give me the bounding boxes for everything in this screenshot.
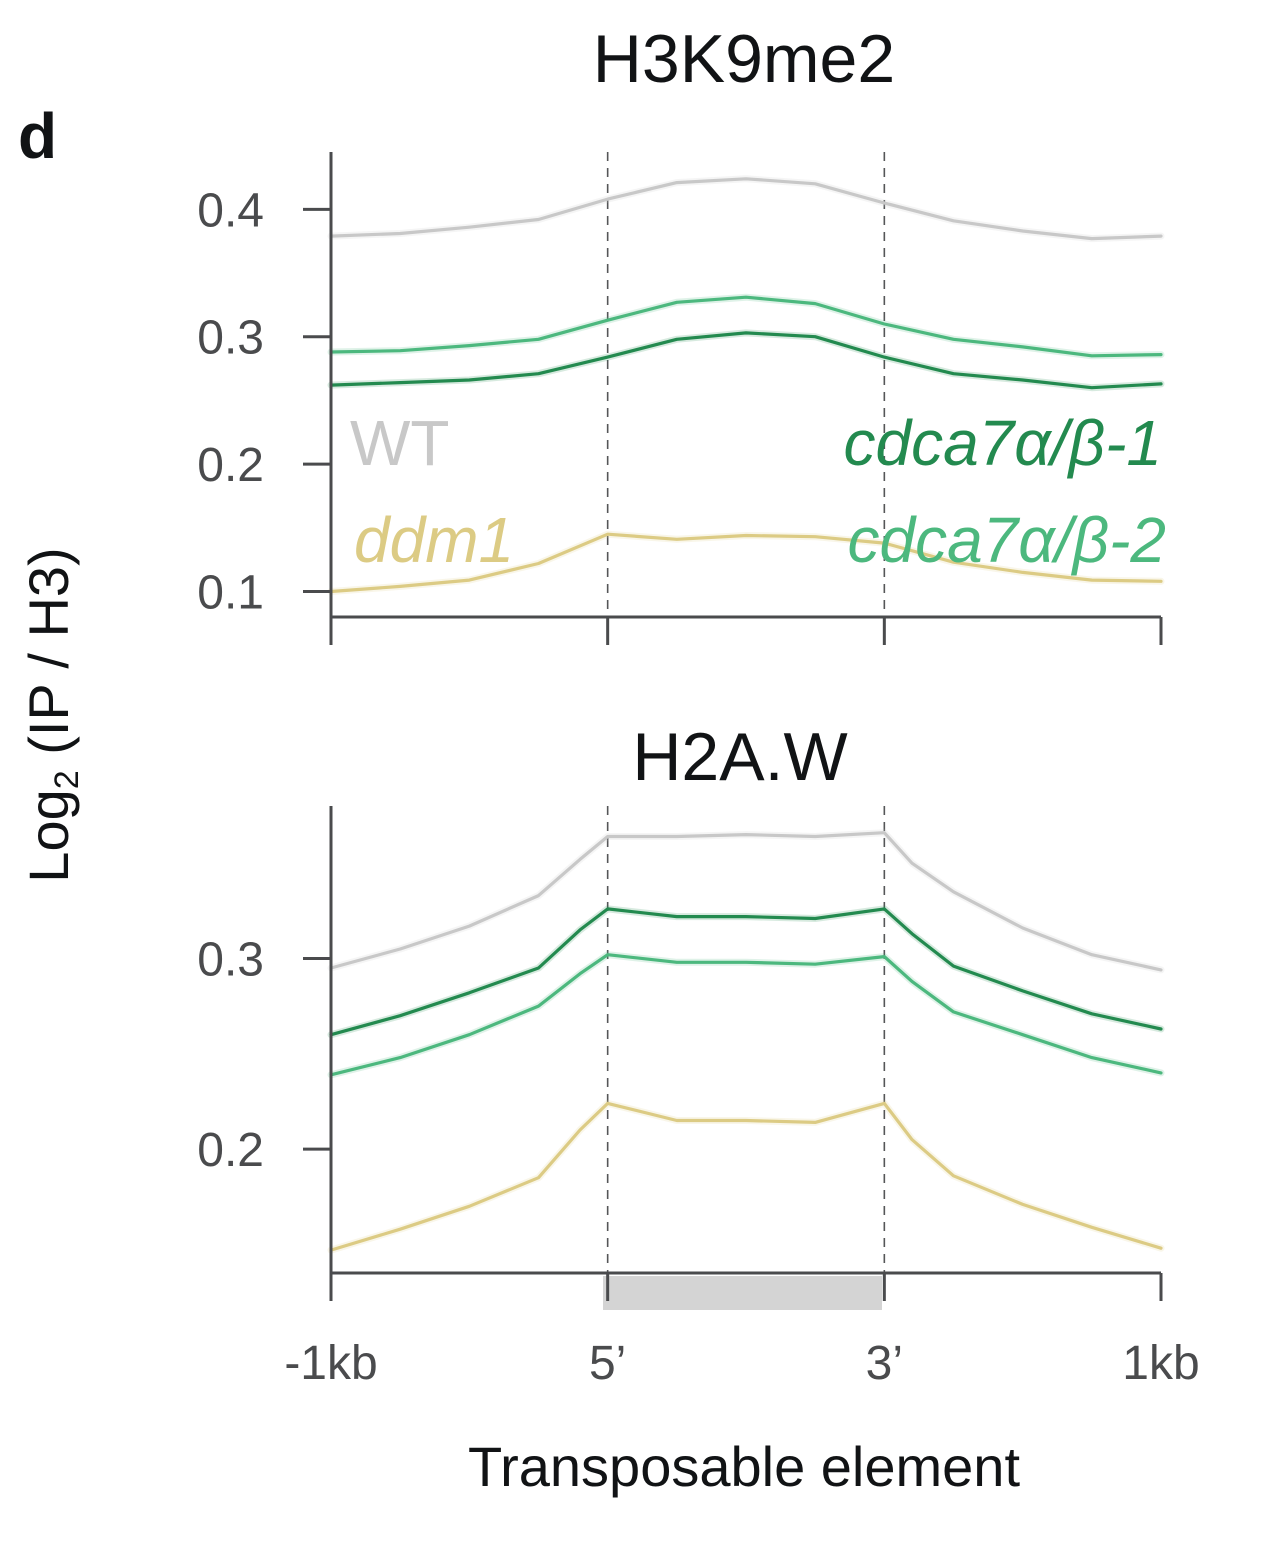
element-boundaries <box>606 152 886 617</box>
y-tick-label: 0.1 <box>197 567 264 620</box>
series-line-ddm1 <box>329 532 1163 594</box>
series-line-cdca7-2 <box>329 953 1163 1077</box>
x-axis-title: Transposable element <box>468 1435 1020 1498</box>
y-tick-label: 0.3 <box>197 933 264 986</box>
series-halo-cdca7-2 <box>327 951 1165 1079</box>
legend-label-cdca7-1: cdca7α/β-1 <box>843 407 1162 479</box>
series-line-cdca7-1 <box>329 907 1163 1037</box>
series-line-wt <box>329 177 1163 241</box>
axes: 0.1 0.2 0.3 0.4 <box>197 152 1163 645</box>
legend-label-wt: WT <box>350 407 450 479</box>
panel-title: H2A.W <box>632 719 847 795</box>
series-group <box>327 829 1165 1254</box>
y-tick-label: 0.2 <box>197 439 264 492</box>
series-halo-wt <box>327 829 1165 974</box>
y-tick-label: 0.3 <box>197 312 264 365</box>
x-tick-label: 5’ <box>589 1337 626 1390</box>
y-axis-title: Log2 (IP / H3) <box>17 547 86 882</box>
transposable-element-bar <box>603 1276 882 1310</box>
x-tick-label: 1kb <box>1122 1337 1199 1390</box>
axes: 0.2 0.3 -1kb 5’ 3’ 1kb <box>197 806 1200 1390</box>
series-line-wt <box>329 831 1163 972</box>
series-line-ddm1 <box>329 1101 1163 1252</box>
legend-label-ddm1: ddm1 <box>354 504 514 576</box>
element-boundaries <box>606 806 886 1273</box>
x-tick-label: 3’ <box>866 1337 903 1390</box>
y-tick-label: 0.2 <box>197 1124 264 1177</box>
y-tick-label: 0.4 <box>197 184 264 237</box>
series-halo-ddm1 <box>327 1099 1165 1254</box>
panel-letter: d <box>18 100 57 172</box>
x-tick-label: -1kb <box>284 1337 377 1390</box>
series-line-cdca7-1 <box>329 331 1163 390</box>
legend-label-cdca7-2: cdca7α/β-2 <box>847 504 1166 576</box>
legend: WT cdca7α/β-1 ddm1 cdca7α/β-2 <box>350 407 1166 576</box>
panel-title: H3K9me2 <box>593 21 895 97</box>
series-group <box>327 175 1165 595</box>
series-line-cdca7-2 <box>329 295 1163 358</box>
panel-h3k9me2: H3K9me2 0.1 0.2 0.3 0.4 WT cdca7α/β-1 ddm1 … <box>197 21 1166 645</box>
panel-h2aw: H2A.W 0.2 0.3 -1kb 5’ 3’ 1kb <box>197 719 1199 1390</box>
